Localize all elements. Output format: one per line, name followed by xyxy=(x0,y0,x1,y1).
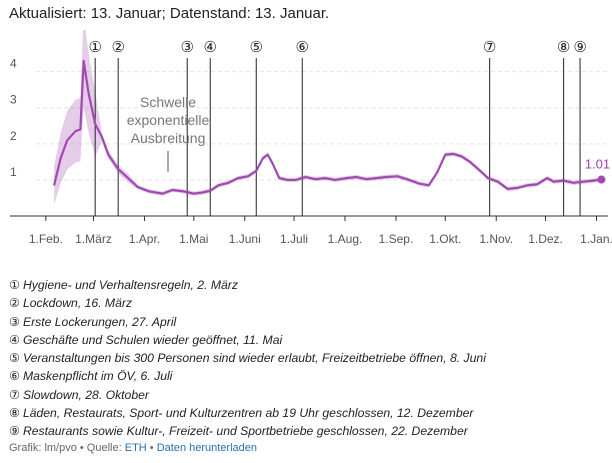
chart-labels: 1.01 Schwelle exponentielle Ausbreitung xyxy=(127,94,610,172)
x-tick-label: 1.Juli xyxy=(280,232,308,246)
event-legend-mark: ⑦ xyxy=(9,387,20,402)
event-mark: ⑥ xyxy=(296,38,309,56)
footer-credit: Grafik: lm/pvo • Quelle: xyxy=(9,442,125,454)
event-legend-text: Slowdown, 28. Oktober xyxy=(22,387,149,402)
event-legend-text: Lockdown, 16. März xyxy=(22,296,133,311)
event-mark: ③ xyxy=(180,38,193,56)
x-tick-label: 1.Sep. xyxy=(379,232,414,246)
event-legend-mark: ② xyxy=(9,296,20,311)
last-value-label: 1.01 xyxy=(585,157,610,172)
event-legend-text: Geschäfte und Schulen wieder geöffnet, 1… xyxy=(22,332,283,347)
x-tick-label: 1.Apr. xyxy=(129,232,160,246)
x-tick-label: 1.Okt. xyxy=(429,232,461,246)
event-legend-item: ④ Geschäfte und Schulen wieder geöffnet, … xyxy=(9,331,486,349)
download-link[interactable]: Daten herunterladen xyxy=(156,442,257,454)
event-legend-text: Läden, Restaurats, Sport- und Kulturzent… xyxy=(22,406,474,421)
event-legend-item: ⑧ Läden, Restaurats, Sport- und Kulturzen… xyxy=(9,404,486,422)
event-mark: ⑦ xyxy=(483,38,496,56)
event-legend: ① Hygiene- und Verhaltensregeln, 2. März ②… xyxy=(9,276,486,441)
x-tick-label: 1.März xyxy=(75,232,112,246)
event-legend-item: ⑨ Restaurants sowie Kultur-, Freizeit- un… xyxy=(9,422,486,440)
event-legend-mark: ⑤ xyxy=(9,351,20,366)
event-mark: ⑤ xyxy=(250,38,263,56)
r-value-line xyxy=(53,59,602,195)
chart-grid: 1 2 3 4 1.Feb. 1.März 1.Apr. 1.Mai 1.Juni 1.Juli 1… xyxy=(10,57,612,246)
last-value-dot xyxy=(597,175,606,184)
event-legend-mark: ③ xyxy=(9,314,20,329)
event-legend-text: Restaurants sowie Kultur-, Freizeit- und… xyxy=(22,424,468,439)
threshold-label: exponentielle xyxy=(127,112,210,128)
event-legend-item: ⑤ Veranstaltungen bis 300 Personen sind w… xyxy=(9,349,486,367)
event-legend-text: Hygiene- und Verhaltensregeln, 2. März xyxy=(22,278,238,292)
event-legend-text: Erste Lockerungen, 27. April xyxy=(22,314,177,329)
event-legend-item: ① Hygiene- und Verhaltensregeln, 2. März xyxy=(9,276,486,294)
x-tick-label: 1.Aug. xyxy=(328,232,363,246)
event-legend-mark: ① xyxy=(9,278,20,292)
event-mark: ⑧ xyxy=(557,38,570,56)
chart-footer: Grafik: lm/pvo • Quelle: ETH • Daten her… xyxy=(9,442,257,454)
event-legend-mark: ⑨ xyxy=(9,424,20,439)
x-tick-label: 1.Jan. xyxy=(580,232,612,246)
event-legend-item: ② Lockdown, 16. März xyxy=(9,294,486,312)
x-tick-label: 1.Nov. xyxy=(479,232,513,246)
event-mark: ② xyxy=(111,38,124,56)
event-legend-mark: ④ xyxy=(9,332,20,347)
x-tick-label: 1.Mai xyxy=(179,232,208,246)
threshold-label: Ausbreitung xyxy=(131,130,206,146)
x-tick-label: 1.Feb. xyxy=(29,232,63,246)
event-legend-text: Maskenpflicht im ÖV, 6. Juli xyxy=(22,369,173,384)
event-legend-item: ③ Erste Lockerungen, 27. April xyxy=(9,313,486,331)
event-legend-item: ⑥ Maskenpflicht im ÖV, 6. Juli xyxy=(9,367,486,385)
y-tick-label: 3 xyxy=(10,93,17,107)
source-link[interactable]: ETH xyxy=(124,442,147,454)
event-mark: ① xyxy=(88,38,101,56)
x-tick-label: 1.Dez. xyxy=(528,232,563,246)
update-header: Aktualisiert: 13. Januar; Datenstand: 13… xyxy=(9,5,330,22)
event-legend-mark: ⑧ xyxy=(9,406,20,421)
y-tick-label: 4 xyxy=(10,57,17,71)
event-legend-item: ⑦ Slowdown, 28. Oktober xyxy=(9,386,486,404)
footer-separator: • xyxy=(146,442,157,454)
series-lines xyxy=(53,59,606,195)
event-legend-mark: ⑥ xyxy=(9,369,20,384)
y-tick-label: 1 xyxy=(10,165,17,179)
event-legend-text: Veranstaltungen bis 300 Personen sind wi… xyxy=(22,351,486,366)
r-value-chart: 1 2 3 4 1.Feb. 1.März 1.Apr. 1.Mai 1.Juni 1.Juli 1… xyxy=(10,30,612,246)
event-mark: ⑨ xyxy=(573,38,586,56)
event-mark: ④ xyxy=(204,38,217,56)
threshold-label: Schwelle xyxy=(140,94,196,110)
x-tick-label: 1.Juni xyxy=(229,232,261,246)
y-tick-label: 2 xyxy=(10,129,17,143)
